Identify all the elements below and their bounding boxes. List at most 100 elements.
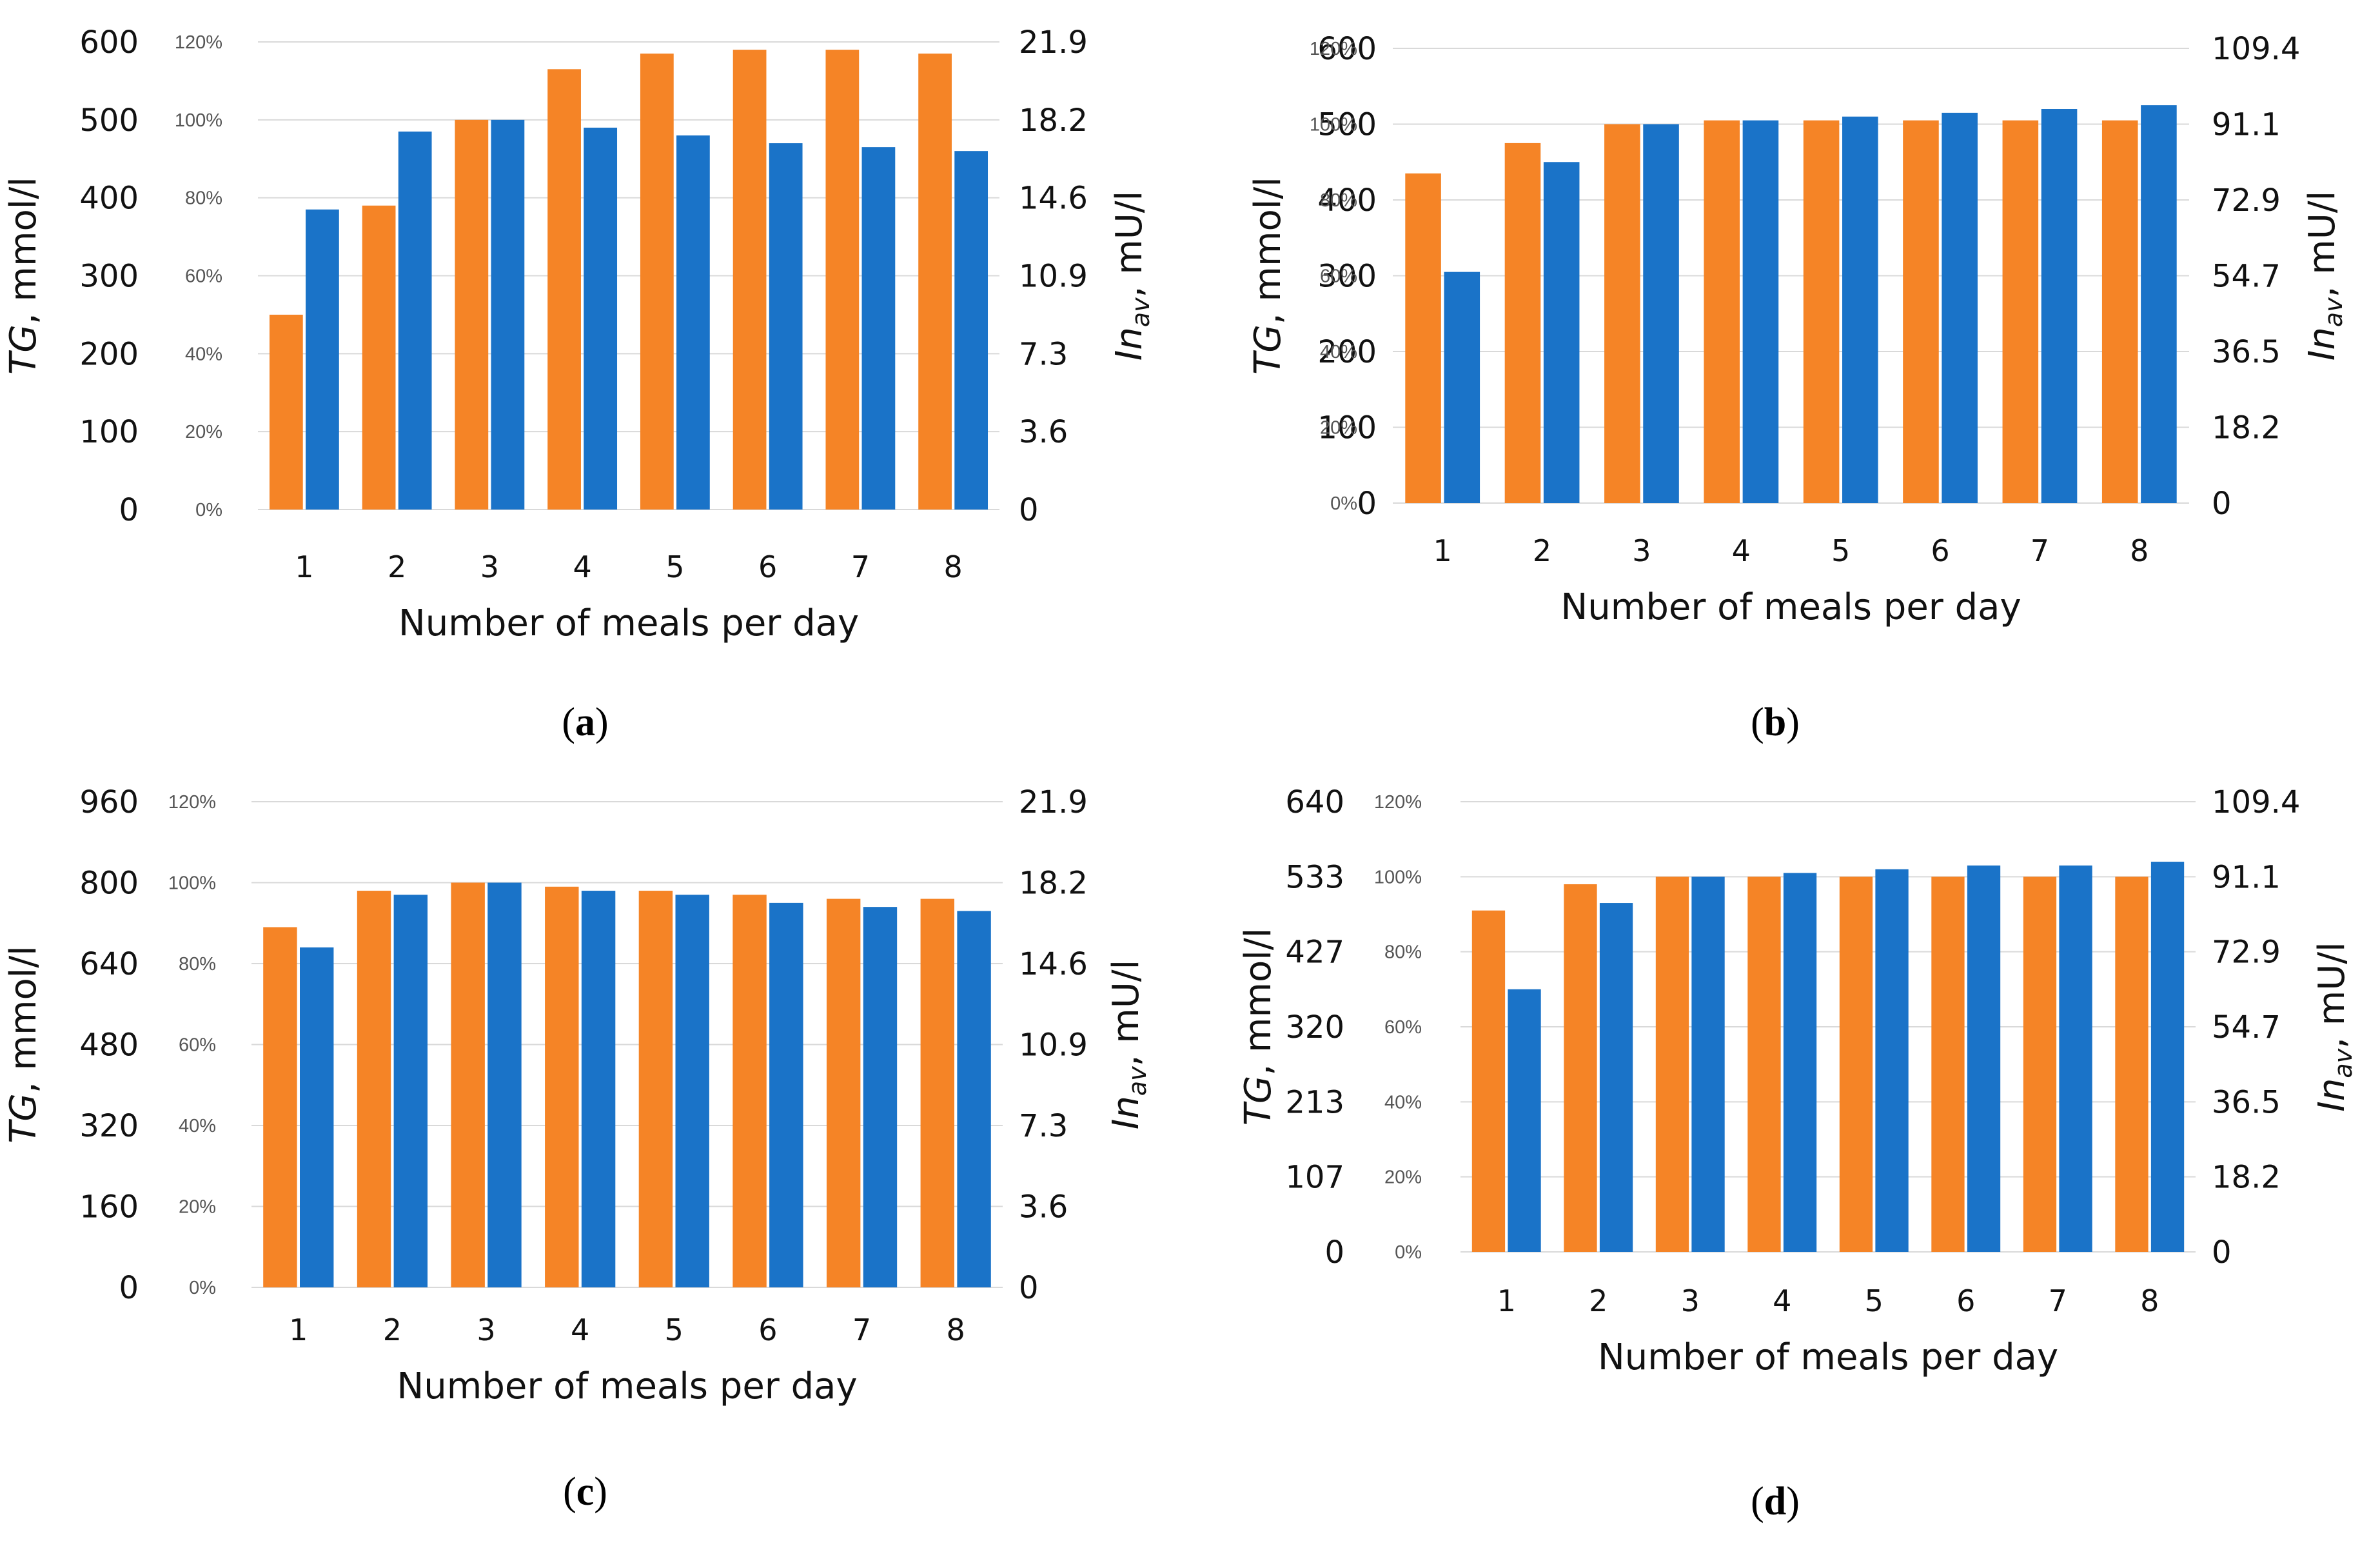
bar-tg-6 [1903, 120, 1939, 503]
y2-tick-label: 14.6 [1019, 946, 1088, 982]
x-tick-label: 8 [943, 550, 962, 584]
bar-tg-6 [1931, 877, 1965, 1252]
x-tick-label: 7 [851, 550, 870, 584]
pct-tick-label: 80% [1384, 942, 1422, 963]
y2-tick-label: 18.2 [1019, 866, 1088, 902]
y2-tick-label: 0 [2212, 486, 2232, 522]
y2-tick-label: 7.3 [1019, 1108, 1068, 1144]
x-tick-label: 5 [665, 1313, 684, 1347]
pct-tick-label: 120% [168, 792, 216, 813]
x-axis-title: Number of meals per day [1598, 1336, 2058, 1378]
pct-tick-label: 100% [168, 873, 216, 894]
y2-tick-label: 18.2 [2212, 1160, 2281, 1196]
y-tick-label: 0 [1324, 1234, 1344, 1271]
pct-tick-label: 20% [1384, 1167, 1422, 1188]
bar-inav-1 [1508, 989, 1541, 1252]
x-tick-label: 3 [477, 1313, 495, 1347]
x-tick-label: 2 [383, 1313, 402, 1347]
bar-inav-8 [2141, 105, 2177, 503]
x-tick-label: 3 [1681, 1283, 1700, 1318]
x-tick-label: 1 [1497, 1283, 1516, 1318]
bar-tg-1 [1471, 910, 1506, 1252]
y-axis-title: TG, mmol/l [1237, 928, 1279, 1126]
pct-tick-label: 80% [1320, 190, 1357, 211]
y-tick-label: 320 [79, 1108, 139, 1144]
y-tick-label: 320 [1285, 1009, 1344, 1046]
y2-tick-label: 36.5 [2212, 1084, 2281, 1120]
bar-tg-3 [455, 119, 489, 510]
x-tick-label: 3 [480, 550, 499, 584]
bar-inav-1 [306, 209, 339, 510]
bar-tg-6 [733, 50, 767, 510]
y-axis-title: TG, mmol/l [3, 177, 44, 375]
x-tick-label: 5 [1865, 1283, 1883, 1318]
bar-inav-4 [1742, 120, 1779, 503]
x-tick-label: 5 [1831, 533, 1850, 568]
pct-tick-label: 0% [1395, 1242, 1422, 1263]
y-tick-label: 300 [79, 259, 139, 295]
y2-tick-label: 72.9 [2212, 183, 2281, 219]
x-tick-label: 8 [2140, 1283, 2159, 1318]
x-tick-label: 4 [1773, 1283, 1791, 1318]
bar-tg-3 [451, 882, 485, 1287]
bar-inav-3 [491, 119, 525, 510]
bar-inav-8 [2150, 862, 2185, 1252]
bar-inav-2 [1599, 903, 1633, 1252]
bar-inav-2 [393, 895, 428, 1287]
y-tick-label: 200 [1317, 334, 1377, 370]
chart-panel-d: 0 0% 0 107 20% 18.2 213 40% 36.5 320 60% 54.7 427 80%… [1190, 773, 2380, 1546]
bar-inav-3 [1691, 877, 1725, 1252]
y2-axis-title: Inav, mU/l [1105, 960, 1152, 1129]
pct-tick-label: 20% [185, 422, 222, 442]
y-tick-label: 640 [1285, 784, 1344, 820]
bar-tg-2 [357, 891, 391, 1287]
y-tick-label: 300 [1317, 259, 1377, 295]
y2-tick-label: 14.6 [1019, 181, 1088, 217]
y-tick-label: 100 [1317, 410, 1377, 446]
y2-tick-label: 7.3 [1019, 336, 1068, 372]
bar-tg-1 [263, 927, 297, 1287]
x-tick-label: 8 [947, 1313, 965, 1347]
x-tick-label: 4 [1732, 533, 1751, 568]
bar-inav-1 [1444, 272, 1480, 503]
y2-tick-label: 3.6 [1019, 1189, 1068, 1225]
x-tick-label: 2 [1533, 533, 1551, 568]
pct-tick-label: 100% [1310, 115, 1357, 135]
y-tick-label: 427 [1285, 935, 1344, 971]
bar-inav-7 [2059, 865, 2092, 1252]
bar-tg-4 [547, 69, 581, 510]
panel-caption: (a) [562, 700, 608, 744]
y2-tick-label: 21.9 [1019, 784, 1088, 820]
bar-tg-5 [640, 54, 674, 510]
bar-tg-5 [1839, 877, 1873, 1252]
y-tick-label: 107 [1285, 1160, 1344, 1196]
y2-axis-title: Inav, mU/l [2311, 942, 2357, 1111]
y-tick-label: 200 [79, 336, 139, 372]
chart-panel-b: 0 0% 0 100 20% 18.2 200 40% 36.5 300 60% 54.7 400 80%… [1190, 0, 2380, 773]
y2-tick-label: 91.1 [2212, 107, 2281, 143]
x-tick-label: 8 [2130, 533, 2149, 568]
y2-tick-label: 0 [1019, 492, 1039, 528]
y-tick-label: 800 [79, 866, 139, 902]
x-tick-label: 6 [758, 550, 777, 584]
bar-inav-5 [676, 135, 710, 510]
y-tick-label: 500 [79, 103, 139, 139]
bar-inav-4 [1783, 873, 1817, 1252]
x-axis-title: Number of meals per day [397, 1365, 857, 1407]
bar-inav-6 [769, 143, 803, 510]
bar-tg-8 [920, 898, 955, 1287]
x-tick-label: 6 [1956, 1283, 1975, 1318]
chart-panel-c: 0 0% 0 160 20% 3.6 320 40% 7.3 480 60% 10.9 640 80% 14… [0, 773, 1190, 1546]
bar-tg-8 [2101, 120, 2138, 503]
pct-tick-label: 40% [179, 1116, 216, 1136]
bar-tg-2 [362, 205, 396, 510]
bar-tg-4 [1704, 120, 1740, 503]
bar-inav-3 [1643, 124, 1679, 503]
bar-inav-5 [1875, 869, 1909, 1252]
pct-tick-label: 80% [179, 954, 216, 975]
pct-tick-label: 60% [185, 266, 222, 287]
bar-tg-8 [918, 54, 952, 510]
